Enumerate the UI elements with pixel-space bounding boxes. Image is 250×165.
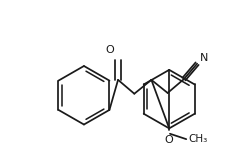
Text: CH₃: CH₃ bbox=[188, 134, 208, 144]
Text: O: O bbox=[165, 135, 173, 145]
Text: O: O bbox=[106, 45, 114, 55]
Text: N: N bbox=[200, 53, 208, 63]
